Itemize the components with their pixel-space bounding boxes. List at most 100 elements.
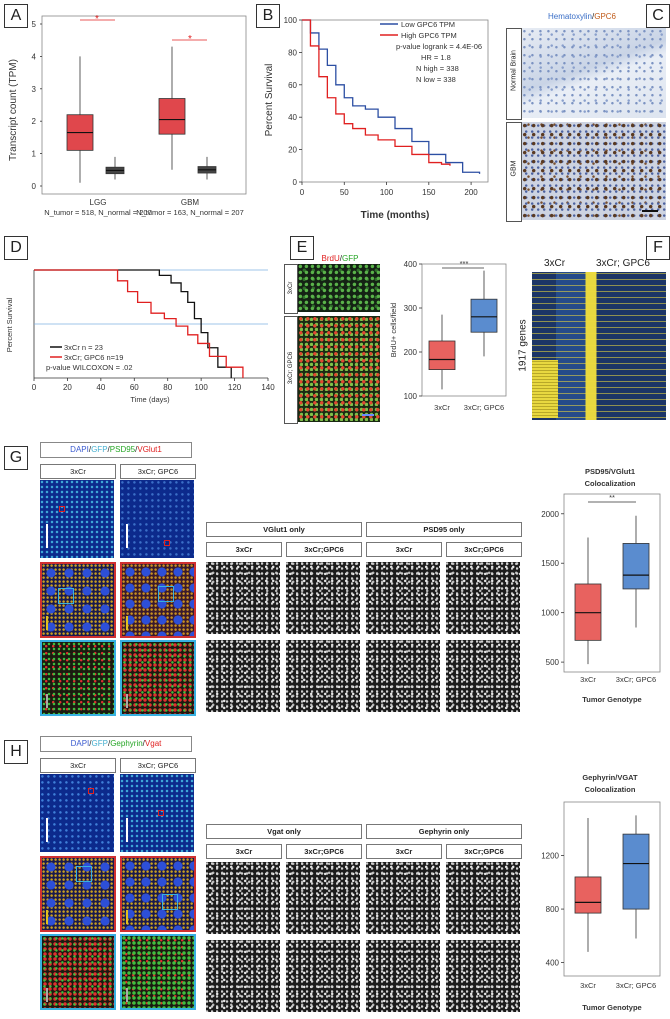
panel-a-box <box>158 98 186 135</box>
panel-h-sub-1: 3xCr <box>206 844 282 859</box>
panel-g-boxes <box>574 515 650 665</box>
panel-h-stain-vgat: Vgat <box>144 739 162 748</box>
panel-h-hdr-gephyrin: Gephyrin only <box>366 824 522 839</box>
panel-h-hdr-vgat: Vgat only <box>206 824 362 839</box>
panel-g-col-3xcr: 3xCr <box>40 464 116 479</box>
panel-d-lines <box>34 269 244 378</box>
panel-b-ticks: 0 50 100 150 200 0 20 40 60 80 100 <box>284 16 479 197</box>
panel-b-ytick-label: 0 <box>293 178 298 187</box>
panel-g-boxplot: PSD95/VGlut1 Colocalization 500 1000 1500 2… <box>541 467 661 704</box>
panel-b-xlabel: Time (months) <box>361 210 430 221</box>
panel-h-stain-dapi: DAPI <box>70 739 90 748</box>
panel-label-f: F <box>646 236 670 260</box>
panel-label-b: B <box>256 4 280 28</box>
panel-a-boxes <box>66 46 217 183</box>
panel-g-stain-dapi: DAPI <box>70 445 89 454</box>
panel-e-row-gpc6: 3xCr; GPC6 <box>284 316 298 424</box>
panel-c-title-gpc6: GPC6 <box>594 12 617 21</box>
panel-label-d: D <box>4 236 28 260</box>
panel-label-a: A <box>4 4 28 28</box>
panel-h-col-3xcr: 3xCr <box>40 758 116 773</box>
panel-a-n-lgg: N_tumor = 518, N_normal = 207 <box>44 208 152 217</box>
panel-g-sub-2: 3xCr;GPC6 <box>286 542 362 557</box>
panel-f-col-3xcr: 3xCr <box>544 258 566 269</box>
panel-g-overview-gpc6 <box>120 480 194 558</box>
panel-g-sub-4: 3xCr;GPC6 <box>446 542 522 557</box>
panel-e-gpc6-image <box>298 316 380 422</box>
panel-h-vgat-gpc6-top <box>286 862 360 934</box>
panel-d-xtick-label: 120 <box>228 383 242 392</box>
panel-h-ytick-label: 800 <box>546 905 560 914</box>
panel-h-ticks: 400 800 1200 <box>541 852 564 968</box>
panel-g-stain-sep2: / <box>107 445 110 454</box>
panel-h-stain-gephyrin: Gephyrin <box>110 739 143 748</box>
panel-f-rowlabel: 1917 genes <box>517 319 529 372</box>
panel-a-n-gbm: N_tumor = 163, N_normal = 207 <box>136 208 244 217</box>
panel-g-ticks: 500 1000 1500 2000 <box>541 510 564 667</box>
panel-a-boxplot: Transcript count (TPM) 0 1 2 3 4 5 LGG GBM N_… <box>8 14 247 217</box>
panel-e-group-3xcr: 3xCr <box>434 403 450 412</box>
panel-b-stat-nlow: N low = 338 <box>416 75 456 84</box>
panel-g-hdr-vglut1: VGlut1 only <box>206 522 362 537</box>
panel-g-ytick-label: 2000 <box>541 510 559 519</box>
panel-b-xtick-label: 50 <box>340 188 349 197</box>
panel-h-gephyrin-3xcr-top <box>366 862 440 934</box>
panel-e-scale-bar <box>362 414 374 416</box>
panel-c-scale-bar <box>642 210 658 212</box>
panel-f-heatmap <box>532 272 666 420</box>
panel-h-stain-sep2: / <box>107 739 111 748</box>
panel-f-heatmap-block <box>532 360 558 418</box>
panel-e-ytick-label: 100 <box>404 392 418 401</box>
panel-b-line-high <box>302 19 451 166</box>
panel-g-overview-3xcr <box>40 480 114 558</box>
panel-c-row-normal: Normal Brain <box>506 28 522 120</box>
panel-h-zoom2-3xcr <box>40 934 116 1010</box>
panel-h-stain-title: DAPI/GFP/Gephyrin/Vgat <box>40 736 192 752</box>
panel-d-xtick-label: 100 <box>194 383 208 392</box>
panel-g-stain-vglut1: VGlut1 <box>137 445 162 454</box>
panel-h-stain-sep1: / <box>89 739 92 748</box>
panel-d-xtick-label: 60 <box>130 383 139 392</box>
panel-e-ytick-label: 200 <box>404 348 418 357</box>
panel-g-vglut1-3xcr-bottom <box>206 640 280 712</box>
panel-b-ytick-label: 100 <box>284 16 298 25</box>
panel-h-sub-4: 3xCr;GPC6 <box>446 844 522 859</box>
panel-h-group-3xcr: 3xCr <box>580 981 596 990</box>
panel-d-ticks: 0 20 40 60 80 100 120 140 <box>32 378 275 392</box>
panel-b-legend-low: Low GPC6 TPM <box>401 20 455 29</box>
panel-label-e: E <box>290 236 314 260</box>
panel-h-stain-gfp: GFP <box>91 739 108 748</box>
panel-b-ytick-label: 60 <box>288 81 297 90</box>
panel-b-xtick-label: 0 <box>300 188 305 197</box>
panel-b-line-low <box>302 19 481 174</box>
panel-e-title-brdu: BrdU <box>321 254 340 263</box>
panel-a-ytick-label: 1 <box>32 150 37 159</box>
panel-g-xlabel: Tumor Genotype <box>582 695 641 704</box>
panel-c-title: Hematoxylin/GPC6 <box>522 12 642 21</box>
panel-e-box <box>428 340 456 371</box>
panel-g-ytick-label: 1000 <box>541 609 559 618</box>
panel-d-line-gpc6 <box>34 269 244 378</box>
panel-g-psd95-3xcr-top <box>366 562 440 634</box>
panel-b-lines <box>302 19 481 174</box>
panel-b-xtick-label: 200 <box>464 188 478 197</box>
panel-e-group-gpc6: 3xCr; GPC6 <box>464 403 504 412</box>
panel-h-overview-gpc6 <box>120 774 194 852</box>
panel-b-stat-nhigh: N high = 338 <box>416 64 459 73</box>
panel-g-hdr-psd95: PSD95 only <box>366 522 522 537</box>
panel-d-legend-3xcr: 3xCr n = 23 <box>64 343 103 352</box>
panel-e-boxes <box>428 270 498 390</box>
panel-e-ytick-label: 400 <box>404 260 418 269</box>
panel-g-zoom1-3xcr <box>40 562 116 638</box>
panel-g-col-gpc6: 3xCr; GPC6 <box>120 464 196 479</box>
panel-b-stat-p: p-value logrank = 4.4E-06 <box>396 42 482 51</box>
panel-label-h: H <box>4 740 28 764</box>
panel-h-sub-3: 3xCr <box>366 844 442 859</box>
panel-h-plot-title-1: Gephyrin/VGAT <box>582 773 638 782</box>
panel-h-boxplot: Gephyrin/VGAT Colocalization 4008001200 … <box>541 773 661 1012</box>
panel-h-box <box>622 833 650 910</box>
panel-h-gephyrin-gpc6-top <box>446 862 520 934</box>
panel-h-vgat-3xcr-top <box>206 862 280 934</box>
panel-a-ytick-label: 5 <box>32 20 37 29</box>
